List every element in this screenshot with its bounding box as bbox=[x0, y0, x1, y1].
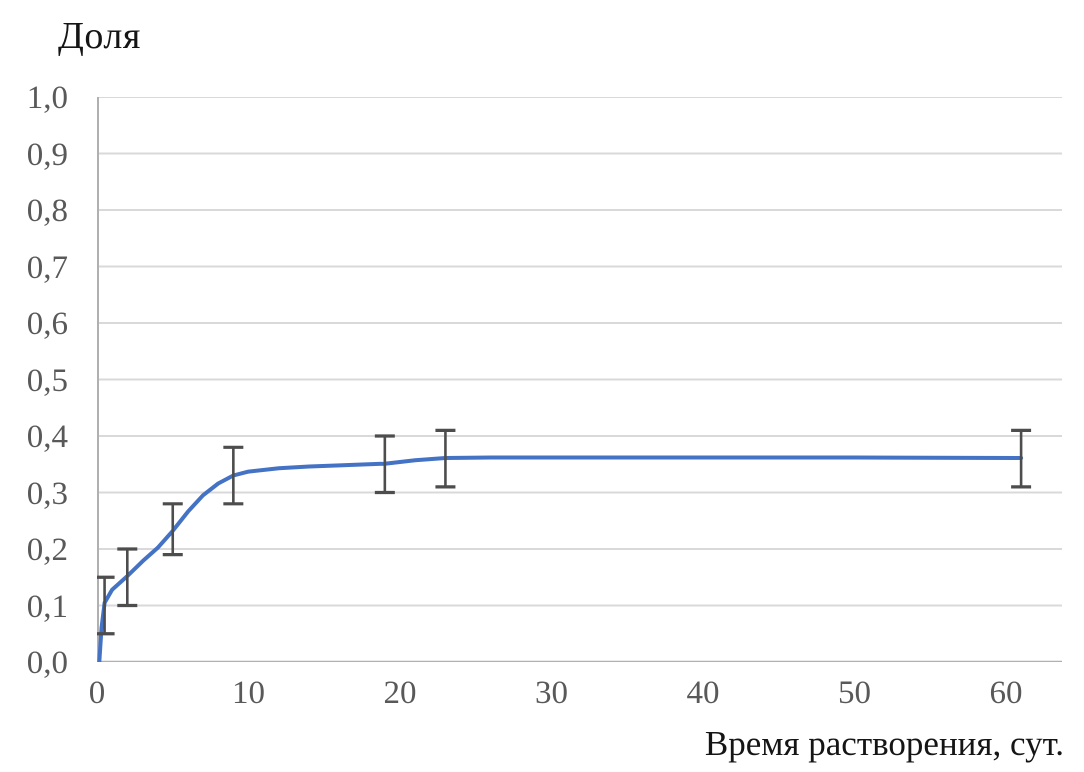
y-tick-label: 0,4 bbox=[26, 419, 68, 455]
y-tick-label: 0,1 bbox=[26, 588, 68, 625]
y-tick-label: 0,9 bbox=[26, 136, 68, 173]
y-tick-label: 0,7 bbox=[26, 249, 68, 286]
y-tick-label: 0,2 bbox=[26, 532, 68, 568]
y-axis-title: Доля bbox=[58, 15, 141, 57]
x-tick-label: 40 bbox=[686, 675, 720, 711]
x-tick-label: 0 bbox=[88, 675, 106, 711]
x-tick-label: 20 bbox=[383, 675, 417, 711]
y-tick-label: 1,0 bbox=[26, 80, 68, 116]
y-tick-label: 0,8 bbox=[26, 193, 68, 229]
x-tick-label: 10 bbox=[231, 675, 265, 711]
x-tick-label: 50 bbox=[837, 675, 871, 711]
series-line bbox=[97, 455, 1024, 662]
x-tick-label: 30 bbox=[534, 675, 568, 711]
x-axis-title: Время растворения, сут. bbox=[704, 724, 1064, 763]
y-tick-label: 0,3 bbox=[26, 475, 68, 512]
y-tick-label: 0,0 bbox=[26, 645, 68, 681]
plot-canvas bbox=[97, 97, 1062, 662]
y-tick-label: 0,6 bbox=[26, 306, 68, 342]
y-tick-label: 0,5 bbox=[26, 362, 68, 399]
x-tick-label: 60 bbox=[989, 675, 1023, 711]
plot-area bbox=[97, 97, 1062, 662]
